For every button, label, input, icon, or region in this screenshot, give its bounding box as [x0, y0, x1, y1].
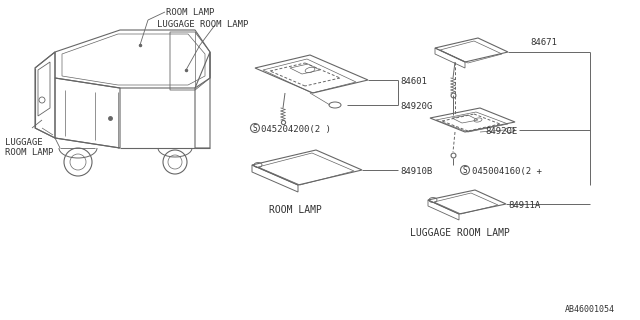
- Text: ROOM LAMP: ROOM LAMP: [5, 148, 53, 157]
- Text: AB46001054: AB46001054: [565, 305, 615, 314]
- Text: 84920E: 84920E: [485, 127, 517, 136]
- Text: S: S: [253, 124, 257, 132]
- Text: 84910B: 84910B: [400, 167, 432, 176]
- Text: ROOM LAMP: ROOM LAMP: [269, 205, 321, 215]
- Text: LUGGAGE ROOM LAMP: LUGGAGE ROOM LAMP: [410, 228, 510, 238]
- Text: 84920G: 84920G: [400, 102, 432, 111]
- Text: LUGGAGE: LUGGAGE: [5, 138, 43, 147]
- Text: LUGGAGE ROOM LAMP: LUGGAGE ROOM LAMP: [157, 20, 248, 29]
- Text: 045204200(2 ): 045204200(2 ): [261, 125, 331, 134]
- Text: S: S: [463, 165, 467, 174]
- Text: 84601: 84601: [400, 77, 427, 86]
- Text: 045004160(2 +: 045004160(2 +: [472, 167, 542, 176]
- Text: ROOM LAMP: ROOM LAMP: [166, 8, 214, 17]
- Text: 84671: 84671: [530, 38, 557, 47]
- Text: 84911A: 84911A: [508, 201, 540, 210]
